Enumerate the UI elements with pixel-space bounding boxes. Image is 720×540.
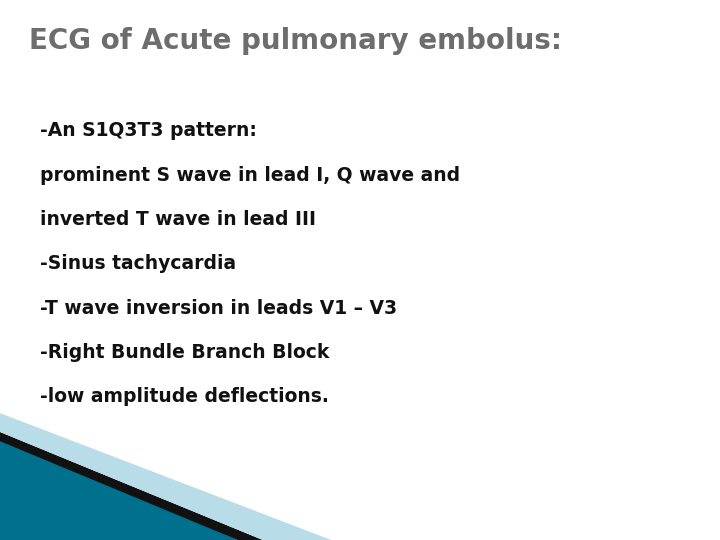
Text: -low amplitude deflections.: -low amplitude deflections.	[40, 387, 328, 406]
Polygon shape	[0, 435, 238, 540]
Text: -Sinus tachycardia: -Sinus tachycardia	[40, 254, 235, 273]
Polygon shape	[0, 432, 263, 540]
Text: prominent S wave in lead I, Q wave and: prominent S wave in lead I, Q wave and	[40, 166, 460, 185]
Text: -T wave inversion in leads V1 – V3: -T wave inversion in leads V1 – V3	[40, 299, 397, 318]
Text: inverted T wave in lead III: inverted T wave in lead III	[40, 210, 315, 229]
Text: -An S1Q3T3 pattern:: -An S1Q3T3 pattern:	[40, 122, 256, 140]
Polygon shape	[0, 413, 331, 540]
Text: -Right Bundle Branch Block: -Right Bundle Branch Block	[40, 343, 329, 362]
Text: ECG of Acute pulmonary embolus:: ECG of Acute pulmonary embolus:	[29, 27, 562, 55]
